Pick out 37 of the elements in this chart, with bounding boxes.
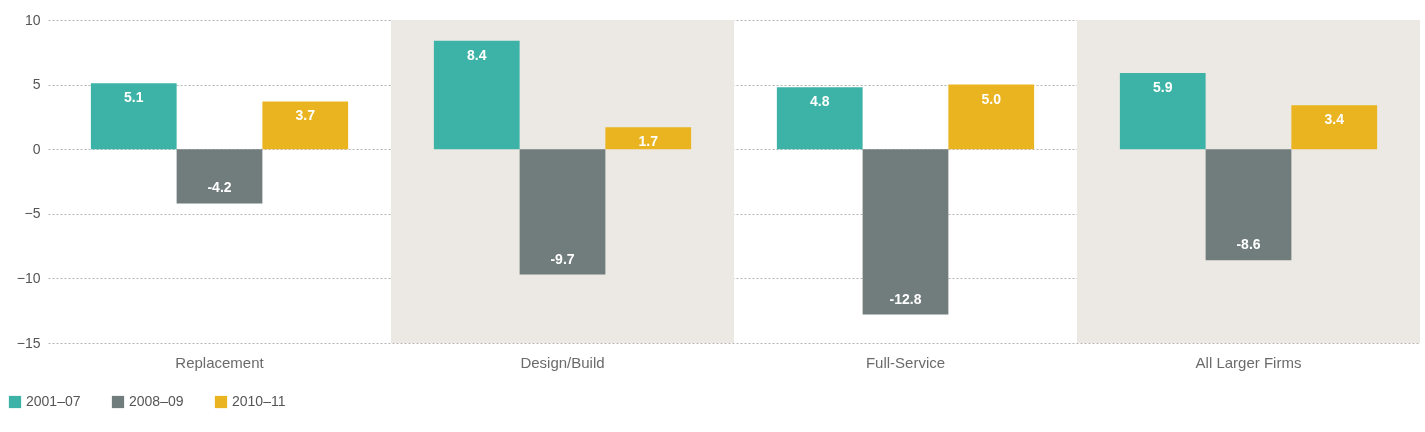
data-label: 5.9 bbox=[1153, 78, 1173, 95]
y-tick-label: −5 bbox=[24, 205, 41, 222]
y-tick-label: 0 bbox=[32, 140, 41, 157]
data-label: 5.0 bbox=[981, 90, 1002, 107]
bar bbox=[948, 84, 1035, 150]
data-label: 8.4 bbox=[467, 46, 487, 63]
bar bbox=[776, 87, 863, 150]
bar bbox=[519, 149, 606, 275]
bar bbox=[433, 40, 520, 150]
data-label: 3.4 bbox=[1324, 111, 1345, 128]
data-label: 1.7 bbox=[638, 133, 659, 150]
legend-label: 2001–07 bbox=[26, 393, 81, 409]
data-label: -9.7 bbox=[550, 250, 575, 267]
data-label: -12.8 bbox=[889, 290, 922, 307]
data-label: 3.7 bbox=[295, 107, 316, 124]
legend-label: 2010–11 bbox=[232, 393, 286, 409]
bar bbox=[176, 149, 263, 204]
x-tick-label: Replacement bbox=[175, 353, 265, 371]
bar bbox=[1205, 149, 1292, 261]
x-tick-label: Full-Service bbox=[865, 353, 946, 371]
data-label: -4.2 bbox=[207, 179, 232, 196]
data-label: 4.8 bbox=[810, 93, 830, 110]
y-tick-label: −10 bbox=[16, 269, 41, 286]
legend-label: 2008–09 bbox=[129, 393, 184, 409]
x-tick-label: All Larger Firms bbox=[1195, 353, 1302, 371]
y-tick-label: −15 bbox=[16, 334, 41, 351]
bar bbox=[605, 127, 692, 150]
data-label: 5.1 bbox=[124, 89, 144, 106]
x-tick-label: Design/Build bbox=[520, 353, 605, 371]
bar bbox=[262, 101, 349, 150]
bar bbox=[862, 149, 949, 315]
bar bbox=[90, 83, 177, 150]
bar bbox=[1119, 72, 1206, 150]
bar bbox=[1291, 105, 1378, 150]
data-label: -8.6 bbox=[1236, 236, 1261, 253]
y-tick-label: 5 bbox=[32, 76, 41, 93]
y-tick-label: 10 bbox=[24, 11, 41, 28]
